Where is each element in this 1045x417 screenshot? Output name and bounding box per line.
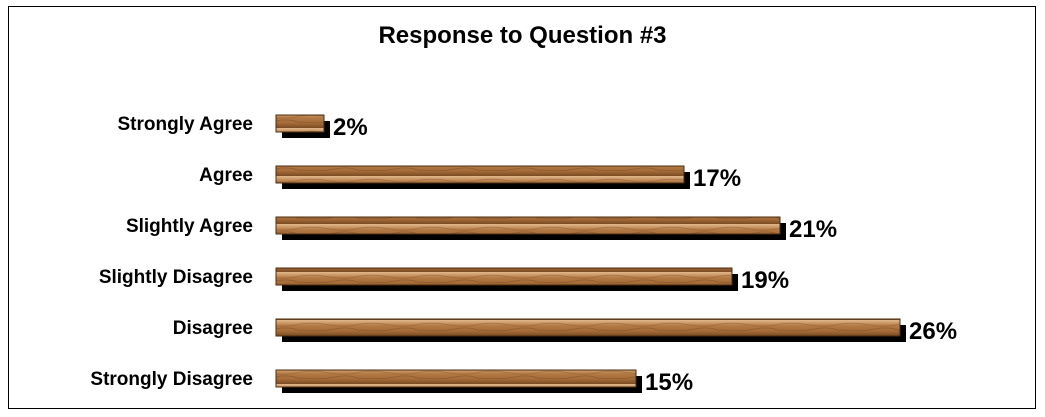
value-label: 26% bbox=[909, 318, 957, 345]
value-label: 21% bbox=[789, 216, 837, 243]
bar bbox=[275, 216, 781, 235]
value-label: 17% bbox=[693, 165, 741, 192]
value-label: 15% bbox=[645, 369, 693, 396]
bar bbox=[275, 318, 901, 337]
category-label: Strongly Agree bbox=[118, 114, 254, 135]
bar bbox=[275, 369, 637, 388]
bar bbox=[275, 114, 325, 133]
bars-group: Strongly Agree 2% Agree 17% Slightly Agree 21… bbox=[90, 114, 957, 396]
category-label: Slightly Agree bbox=[126, 216, 253, 237]
chart-title: Response to Question #3 bbox=[378, 22, 667, 49]
value-label: 2% bbox=[333, 114, 368, 141]
category-label: Slightly Disagree bbox=[99, 267, 253, 288]
category-label: Disagree bbox=[173, 318, 253, 339]
category-label: Agree bbox=[199, 165, 253, 186]
category-label: Strongly Disagree bbox=[90, 369, 253, 390]
bar bbox=[275, 165, 685, 184]
value-label: 19% bbox=[741, 267, 789, 294]
bar bbox=[275, 267, 733, 286]
